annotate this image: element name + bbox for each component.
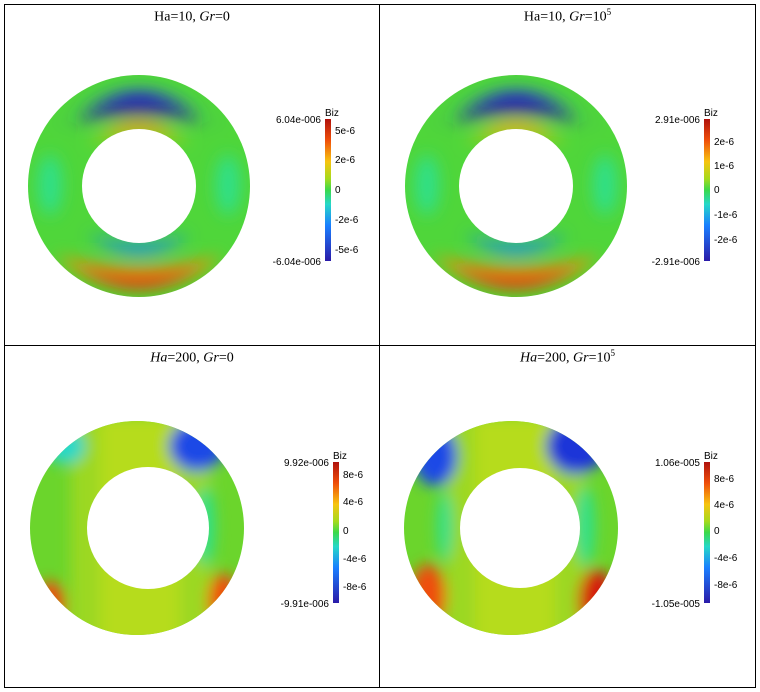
- colorbar-tick: -8e-6: [714, 580, 738, 591]
- colorbar-tick: 4e-6: [343, 497, 363, 508]
- panel-ha200-gr1e5: Ha=200, Gr=105: [380, 346, 756, 688]
- colorbar-min-label: -1.05e-005: [652, 599, 701, 610]
- caption-gr: Gr: [573, 350, 589, 366]
- caption-ha: Ha: [523, 9, 541, 25]
- colorbar-tick: 5e-6: [335, 126, 355, 137]
- annulus-contour-plot: [404, 421, 618, 635]
- panel-ha200-gr0: Ha=200, Gr=0: [4, 346, 380, 688]
- colorbar: Biz 2.91e-006 -2.91e-006 2e-6 1e-6 0 -1e…: [652, 108, 738, 268]
- colorbar-tick: 1e-6: [714, 161, 734, 172]
- colorbar-max-label: 6.04e-006: [276, 115, 321, 126]
- caption-gr-exponent: 5: [606, 7, 612, 17]
- colorbar: Biz 9.92e-006 -9.91e-006 8e-6 4e-6 0 -4e…: [281, 451, 367, 610]
- colorbar-tick: 0: [343, 526, 349, 537]
- colorbar-tick: -5e-6: [335, 245, 359, 256]
- figure-grid: Ha=10, Gr=0: [4, 4, 756, 688]
- colorbar-title: Biz: [704, 108, 718, 119]
- colorbar: Biz 6.04e-006 -6.04e-006 5e-6 2e-6 0 -2e…: [273, 108, 359, 268]
- colorbar-tick: 0: [335, 185, 341, 196]
- colorbar-gradient: [704, 119, 710, 261]
- panel-ha10-gr0: Ha=10, Gr=0: [4, 4, 380, 346]
- colorbar-max-label: 9.92e-006: [284, 458, 329, 469]
- colorbar-tick: 2e-6: [335, 155, 355, 166]
- caption-gr-value: =10: [584, 9, 607, 25]
- colorbar-min-label: -9.91e-006: [281, 599, 330, 610]
- colorbar-tick: -2e-6: [714, 235, 738, 246]
- caption-ha-value: =200,: [167, 350, 204, 366]
- caption-ha-value: =200,: [537, 350, 574, 366]
- colorbar-gradient: [333, 462, 339, 603]
- colorbar-title: Biz: [704, 451, 718, 462]
- colorbar-tick: 4e-6: [714, 500, 734, 511]
- panel-caption: Ha=200, Gr=0: [5, 348, 379, 367]
- colorbar-tick: -4e-6: [343, 554, 367, 565]
- colorbar: Biz 1.06e-005 -1.05e-005 8e-6 4e-6 0 -4e…: [652, 451, 738, 610]
- caption-gr-exponent: 5: [610, 348, 616, 358]
- colorbar-min-label: -2.91e-006: [652, 257, 701, 268]
- caption-ha-value: =10,: [540, 9, 570, 25]
- caption-ha: Ha: [154, 9, 171, 25]
- colorbar-tick: -8e-6: [343, 582, 367, 593]
- colorbar-max-label: 2.91e-006: [655, 115, 700, 126]
- colorbar-gradient: [704, 462, 710, 603]
- caption-gr: Gr: [569, 9, 585, 25]
- colorbar-tick: 0: [714, 185, 720, 196]
- caption-gr-value: =10: [588, 350, 611, 366]
- caption-ha-value: =10,: [170, 9, 200, 25]
- caption-gr-value: =0: [214, 9, 230, 25]
- panel-ha10-gr1e5: Ha=10, Gr=105: [380, 4, 756, 346]
- panel-caption: Ha=10, Gr=105: [380, 7, 755, 26]
- colorbar-tick: -4e-6: [714, 553, 738, 564]
- colorbar-tick: 8e-6: [343, 470, 363, 481]
- colorbar-title: Biz: [325, 108, 339, 119]
- caption-gr: Gr: [199, 9, 215, 25]
- colorbar-tick: 0: [714, 526, 720, 537]
- panel-caption: Ha=10, Gr=0: [5, 7, 379, 26]
- panel-caption: Ha=200, Gr=105: [380, 348, 755, 367]
- colorbar-gradient: [325, 119, 331, 261]
- caption-ha: Ha: [150, 350, 168, 366]
- colorbar-title: Biz: [333, 451, 347, 462]
- annulus-contour-plot: [28, 75, 250, 297]
- annulus-contour-plot: [405, 75, 627, 297]
- colorbar-tick: 8e-6: [714, 474, 734, 485]
- colorbar-tick: 2e-6: [714, 137, 734, 148]
- colorbar-min-label: -6.04e-006: [273, 257, 322, 268]
- colorbar-max-label: 1.06e-005: [655, 458, 700, 469]
- caption-ha: Ha: [520, 350, 538, 366]
- colorbar-tick: -1e-6: [714, 210, 738, 221]
- colorbar-tick: -2e-6: [335, 215, 359, 226]
- caption-gr: Gr: [203, 350, 219, 366]
- caption-gr-value: =0: [218, 350, 234, 366]
- annulus-contour-plot: [30, 421, 244, 635]
